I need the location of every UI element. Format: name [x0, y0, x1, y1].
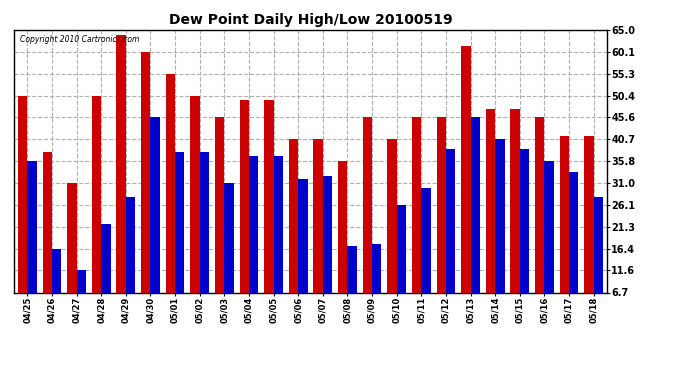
Bar: [298, 178, 308, 322]
Bar: [18, 96, 28, 322]
Bar: [101, 224, 110, 322]
Bar: [313, 140, 323, 322]
Title: Dew Point Daily High/Low 20100519: Dew Point Daily High/Low 20100519: [168, 13, 453, 27]
Bar: [422, 188, 431, 322]
Bar: [363, 117, 372, 322]
Bar: [372, 244, 382, 322]
Bar: [215, 117, 224, 322]
Bar: [43, 152, 52, 322]
Bar: [412, 117, 422, 322]
Bar: [273, 156, 283, 322]
Bar: [569, 172, 578, 322]
Bar: [67, 183, 77, 322]
Bar: [28, 162, 37, 322]
Bar: [77, 270, 86, 322]
Bar: [117, 34, 126, 322]
Bar: [52, 249, 61, 322]
Bar: [461, 46, 471, 322]
Bar: [560, 136, 569, 322]
Bar: [92, 96, 101, 322]
Bar: [495, 140, 504, 322]
Bar: [175, 152, 184, 322]
Bar: [289, 140, 298, 322]
Bar: [199, 152, 209, 322]
Bar: [520, 149, 529, 322]
Bar: [249, 156, 258, 322]
Bar: [190, 96, 199, 322]
Bar: [166, 74, 175, 322]
Bar: [511, 109, 520, 322]
Bar: [544, 162, 554, 322]
Bar: [239, 100, 249, 322]
Bar: [437, 117, 446, 322]
Bar: [338, 162, 348, 322]
Bar: [397, 205, 406, 322]
Bar: [264, 100, 273, 322]
Bar: [141, 52, 150, 322]
Bar: [584, 136, 593, 322]
Bar: [387, 140, 397, 322]
Bar: [348, 246, 357, 322]
Bar: [471, 117, 480, 322]
Bar: [593, 196, 603, 322]
Bar: [224, 183, 234, 322]
Bar: [126, 196, 135, 322]
Text: Copyright 2010 Cartronics.com: Copyright 2010 Cartronics.com: [20, 35, 139, 44]
Bar: [323, 176, 332, 322]
Bar: [446, 149, 455, 322]
Bar: [486, 109, 495, 322]
Bar: [535, 117, 544, 322]
Bar: [150, 117, 160, 322]
